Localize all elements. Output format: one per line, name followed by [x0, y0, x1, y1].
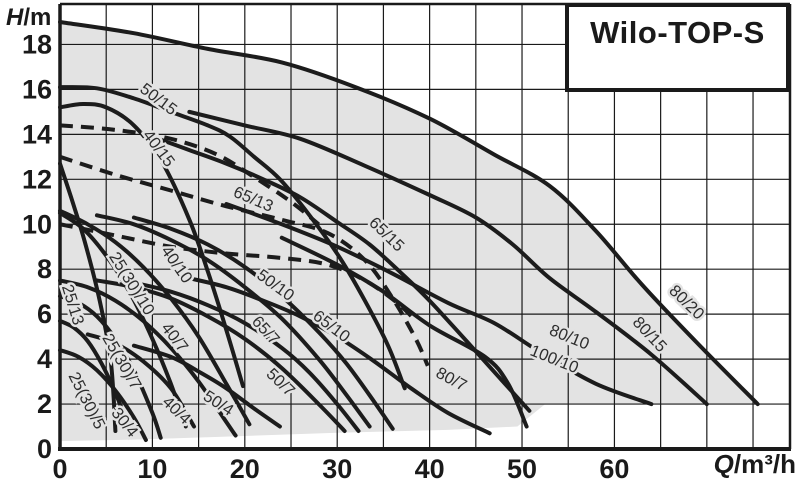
curve-50-10: [94, 213, 372, 429]
curve-30-4: [58, 348, 148, 442]
curve-100-10: [279, 235, 529, 429]
curve-40-15: [58, 101, 245, 389]
curve-80-10: [224, 202, 654, 407]
curve-65-13: [59, 154, 430, 367]
y-tick-label-18: 18: [22, 29, 52, 59]
y-tick-label-14: 14: [22, 119, 52, 149]
curve-40-10: [58, 208, 252, 427]
y-tick-label-10: 10: [22, 209, 52, 239]
curve-25-30-5: [58, 318, 132, 431]
y-tick-label-2: 2: [37, 389, 52, 419]
x-tick-label-0: 0: [52, 454, 67, 484]
y-axis-symbol: H: [6, 4, 24, 31]
x-tick-label-40: 40: [415, 454, 445, 484]
x-axis-symbol: Q: [713, 449, 734, 479]
y-tick-label-0: 0: [37, 434, 52, 464]
curve-80-7: [187, 276, 492, 436]
x-tick-label-60: 60: [599, 454, 629, 484]
curve-65-7: [131, 280, 361, 433]
x-tick-label-20: 20: [230, 454, 260, 484]
chart-title: Wilo-TOP-S: [590, 15, 765, 50]
curve-80-20: [58, 19, 760, 407]
y-tick-label-12: 12: [22, 164, 52, 194]
curve-25-13: [58, 161, 118, 433]
y-tick-label-16: 16: [22, 74, 52, 104]
curve-65-15: [150, 134, 532, 413]
curve-80-15: [187, 109, 709, 407]
y-axis-unit: /m: [23, 4, 52, 31]
y-tick-label-4: 4: [37, 344, 52, 374]
curve-50-4: [131, 343, 282, 429]
x-tick-label-50: 50: [507, 454, 537, 484]
x-tick-label-30: 30: [322, 454, 352, 484]
curve-50-15: [58, 85, 407, 391]
y-tick-label-8: 8: [37, 254, 52, 284]
curve-40-7: [58, 278, 238, 438]
curve-25-30-7: [58, 294, 163, 440]
pump-family-envelope: [60, 22, 758, 442]
y-axis-title: H/m: [6, 4, 51, 32]
curve-65-10: [131, 215, 395, 431]
chart-title-box: Wilo-TOP-S: [565, 3, 790, 92]
x-tick-label-10: 10: [137, 454, 167, 484]
x-axis-title: Q/m³/h: [714, 449, 796, 480]
x-axis-unit: /m³/h: [733, 449, 796, 479]
y-tick-label-6: 6: [37, 299, 52, 329]
curve-lower-dashed: [59, 222, 418, 323]
